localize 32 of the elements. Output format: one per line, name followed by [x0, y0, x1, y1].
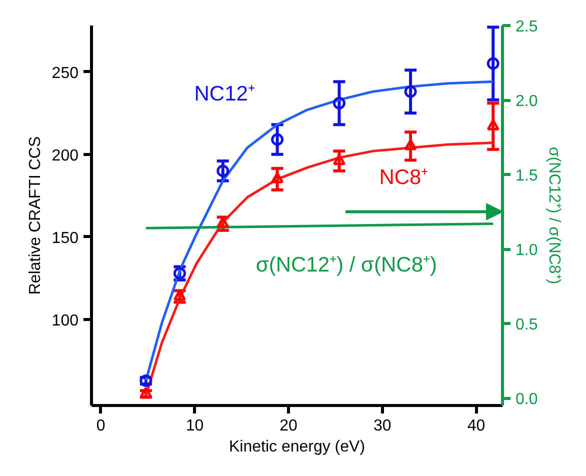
y2-axis-title: σ(NC12⁺) / σ(NC8⁺) [546, 146, 563, 284]
point [271, 133, 284, 146]
point [404, 139, 417, 150]
line-series [144, 80, 494, 382]
point [486, 57, 500, 70]
point [486, 119, 500, 130]
x-tick-label: 20 [280, 418, 298, 434]
y2-tick-label: 0.0 [516, 391, 538, 408]
x-axis-title: Kinetic energy (eV) [228, 438, 366, 456]
point [332, 154, 346, 166]
point [404, 85, 417, 98]
point [140, 386, 152, 398]
y2-tick-label: 1.0 [516, 242, 538, 260]
point [271, 172, 284, 184]
x-tick-label: 0 [96, 418, 106, 434]
series-label: NC12⁺ [194, 82, 255, 106]
y-tick-label: 100 [52, 312, 79, 330]
y2-tick-label: 2.5 [516, 18, 538, 36]
series-label: σ(NC12⁺) / σ(NC8⁺) [256, 253, 438, 276]
y2-tick-label: 1.5 [516, 168, 538, 185]
y-tick-label: 150 [52, 230, 79, 247]
y2-tick-label: 2.0 [516, 93, 538, 110]
point [332, 96, 346, 110]
point [216, 164, 230, 178]
series-label: NC8⁺ [379, 166, 428, 189]
y-axis-title: Relative CRAFTI CCS [26, 136, 44, 295]
x-tick-label: 30 [373, 418, 392, 434]
y-tick-label: 200 [52, 147, 79, 164]
x-tick-label: 40 [467, 418, 486, 434]
y2-tick-label: 0.5 [516, 316, 538, 334]
x-tick-label: 10 [186, 418, 204, 434]
y-tick-label: 250 [52, 64, 79, 82]
